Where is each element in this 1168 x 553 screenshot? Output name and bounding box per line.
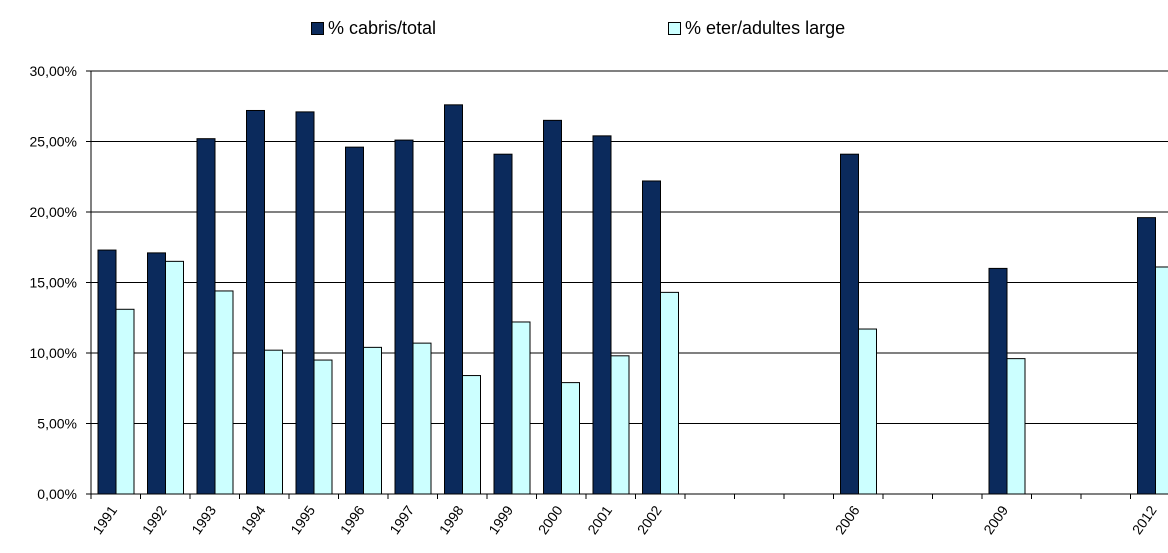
y-tick-label: 5,00% xyxy=(37,416,77,432)
x-tick-label: 1992 xyxy=(139,502,170,537)
bar-eter xyxy=(1006,358,1026,495)
bar-eter xyxy=(511,321,531,495)
x-tick-label: 1994 xyxy=(238,502,269,537)
x-tick-label: 1997 xyxy=(386,502,417,537)
bar-eter xyxy=(660,291,679,495)
x-tick-label: 1999 xyxy=(485,502,516,537)
x-tick-label: 1996 xyxy=(337,502,368,537)
bar-eter xyxy=(214,290,234,495)
x-tick-label: 1995 xyxy=(287,502,318,537)
bar-eter xyxy=(115,308,135,495)
bar-cabris xyxy=(246,109,265,495)
bar-eter xyxy=(1155,266,1168,495)
y-tick-label: 30,00% xyxy=(30,63,77,79)
legend-label-eter: % eter/adultes large xyxy=(685,17,846,38)
bar-cabris xyxy=(444,104,463,495)
y-tick-label: 20,00% xyxy=(30,204,77,220)
x-tick-label: 1998 xyxy=(436,502,467,537)
bar-eter xyxy=(313,359,333,495)
legend-swatch-eter xyxy=(668,21,681,35)
bar-cabris xyxy=(97,249,117,495)
y-tick-labels: 0,00% 5,00% 10,00% 15,00% 20,00% 25,00% 30,00% xyxy=(30,63,77,502)
bar-eter xyxy=(165,260,184,495)
bar-cabris xyxy=(988,267,1008,495)
bar-eter xyxy=(858,328,877,495)
legend-item-cabris: % cabris/total xyxy=(311,18,436,38)
x-tick-label: 1991 xyxy=(89,502,120,537)
x-tick-label: 2006 xyxy=(832,502,863,537)
bar-cabris xyxy=(147,252,166,495)
bar-cabris xyxy=(394,139,414,495)
bar-eter xyxy=(561,382,580,495)
bar-cabris xyxy=(1137,217,1156,495)
bar-cabris xyxy=(543,119,562,495)
legend-label-cabris: % cabris/total xyxy=(328,17,437,38)
bar-cabris xyxy=(642,180,661,495)
x-tick-label: 2000 xyxy=(535,502,566,537)
x-tick-label: 2009 xyxy=(980,502,1011,537)
bar-cabris xyxy=(295,111,315,495)
bar-eter xyxy=(412,342,432,495)
legend-swatch-cabris xyxy=(311,21,324,35)
y-tick-label: 25,00% xyxy=(30,134,77,150)
bars xyxy=(97,104,1168,495)
bar-eter xyxy=(610,355,630,495)
x-tick-label: 2001 xyxy=(584,502,615,537)
bar-cabris xyxy=(840,153,859,495)
x-tick-label: 2002 xyxy=(634,502,665,537)
bar-cabris xyxy=(196,138,216,495)
axes xyxy=(86,70,1168,499)
legend-item-eter: % eter/adultes large xyxy=(668,18,845,38)
x-tick-labels: 1991 1992 1993 1994 1995 1996 1997 1998 1999 2000… xyxy=(89,502,1160,537)
y-tick-label: 10,00% xyxy=(30,345,77,361)
bar-cabris xyxy=(345,146,364,495)
bar-eter xyxy=(363,346,382,495)
bar-eter xyxy=(462,375,481,495)
bar-eter xyxy=(264,349,283,495)
bar-cabris xyxy=(493,153,513,495)
y-tick-label: 0,00% xyxy=(37,486,77,502)
x-tick-label: 1993 xyxy=(188,502,219,537)
x-tick-label: 2012 xyxy=(1129,502,1160,537)
y-tick-label: 15,00% xyxy=(30,275,77,291)
bar-cabris xyxy=(592,135,612,495)
